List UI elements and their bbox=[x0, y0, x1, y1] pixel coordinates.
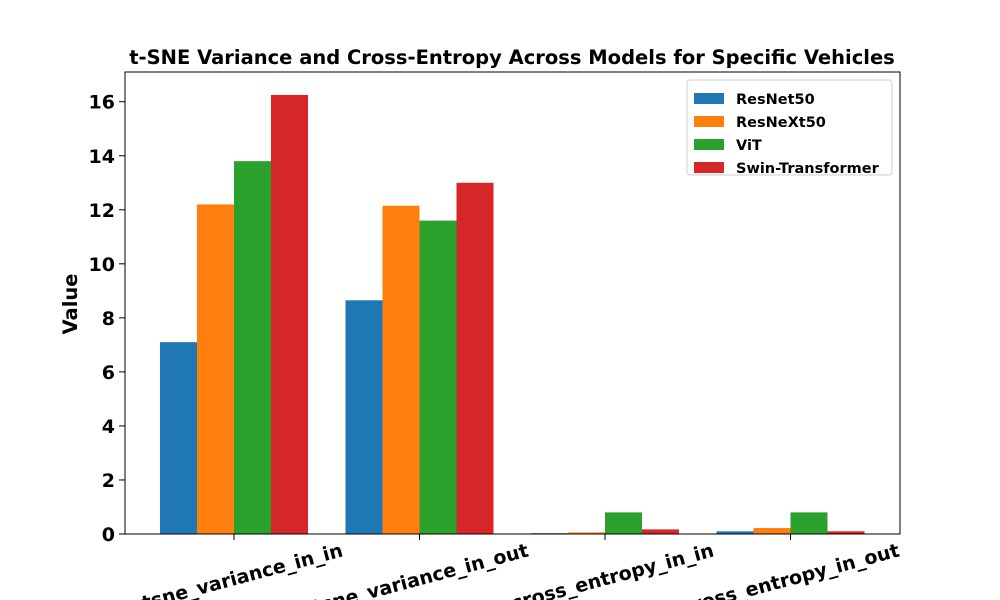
bar-resnet50-tsne-variance-in-out bbox=[345, 300, 383, 534]
bar-resnext50-tsne-variance-in-in bbox=[197, 204, 234, 534]
axes-frame bbox=[124, 71, 901, 535]
legend-box bbox=[686, 79, 893, 176]
bar-vit-tsne-variance-in-out bbox=[419, 220, 457, 534]
bar-resnet50-tsne-variance-in-in bbox=[160, 342, 197, 534]
x-tick-label: cross_entropy_in_in bbox=[509, 540, 716, 600]
x-tick-label: tsne_variance_in_out bbox=[310, 540, 531, 600]
y-tick-label: 0 bbox=[102, 524, 115, 546]
legend: ResNet50 ResNeXt50 ViT Swin-Transformer bbox=[686, 79, 893, 177]
legend-swatch bbox=[694, 139, 724, 150]
y-tick-label: 12 bbox=[89, 200, 115, 222]
legend-label: ResNet50 bbox=[736, 92, 815, 108]
legend-swatch bbox=[694, 162, 724, 173]
bar-resnext50-cross-entropy-in-in bbox=[568, 532, 605, 534]
legend-label: ViT bbox=[736, 138, 762, 154]
y-tick-label: 6 bbox=[102, 362, 115, 384]
bar-resnet50-cross-entropy-in-out bbox=[716, 531, 754, 534]
y-tick-label: 8 bbox=[102, 308, 115, 330]
legend-label: ResNeXt50 bbox=[736, 115, 826, 131]
y-tick-label: 4 bbox=[102, 416, 115, 438]
y-tick-label: 10 bbox=[89, 254, 115, 276]
legend-label: Swin-Transformer bbox=[736, 161, 880, 177]
y-axis-label: Value bbox=[59, 274, 82, 335]
legend-swatch bbox=[694, 93, 724, 104]
bar-swin-transformer-cross-entropy-in-out bbox=[827, 531, 865, 534]
y-tick-label: 16 bbox=[89, 92, 115, 114]
bar-vit-tsne-variance-in-in bbox=[234, 161, 271, 534]
bar-swin-transformer-tsne-variance-in-in bbox=[271, 94, 308, 535]
y-tick-label: 2 bbox=[102, 470, 115, 492]
bar-resnext50-tsne-variance-in-out bbox=[382, 205, 420, 534]
bar-swin-transformer-cross-entropy-in-in bbox=[642, 529, 679, 534]
bar-vit-cross-entropy-in-out bbox=[790, 512, 828, 534]
legend-swatch bbox=[694, 116, 724, 127]
bar-swin-transformer-tsne-variance-in-out bbox=[456, 182, 494, 535]
bar-resnext50-cross-entropy-in-out bbox=[753, 528, 791, 534]
x-tick-label: tsne_variance_in_in bbox=[140, 540, 346, 600]
bar-vit-cross-entropy-in-in bbox=[605, 512, 642, 534]
y-tick-label: 14 bbox=[89, 146, 115, 168]
chart-title: t-SNE Variance and Cross-Entropy Across … bbox=[129, 46, 895, 69]
